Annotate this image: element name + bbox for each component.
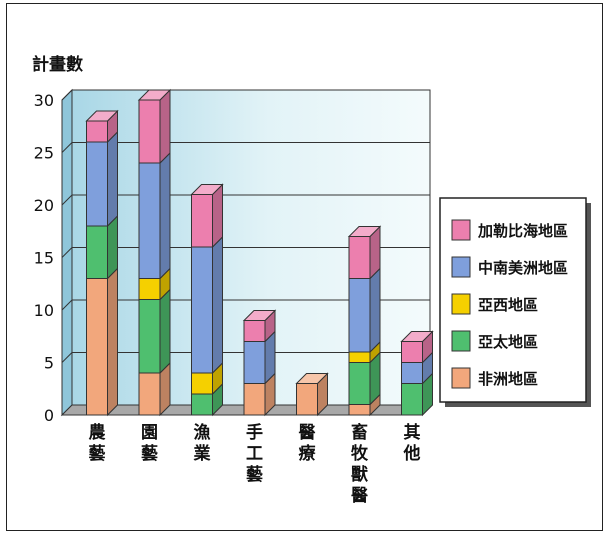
bar-segment bbox=[138, 99, 161, 164]
bar-segment-side bbox=[159, 88, 171, 165]
bar-segment bbox=[296, 383, 318, 416]
bar-segment bbox=[243, 341, 266, 384]
y-axis-label: 計畫數 bbox=[32, 54, 83, 75]
gridline-side bbox=[61, 89, 73, 101]
bar-segment bbox=[348, 404, 371, 416]
legend-swatch bbox=[451, 367, 471, 389]
y-tick-label: 30 bbox=[34, 91, 54, 110]
bar-segment-side bbox=[107, 267, 118, 417]
bar-segment-side bbox=[369, 267, 381, 354]
bar-segment bbox=[348, 236, 371, 279]
legend-swatch bbox=[451, 219, 471, 241]
bar-segment bbox=[191, 393, 213, 416]
x-tick-label: 農藝 bbox=[89, 422, 106, 464]
bar-segment bbox=[86, 225, 108, 279]
bar-segment bbox=[348, 278, 371, 353]
bar-top bbox=[295, 373, 329, 384]
bar-segment bbox=[401, 341, 423, 363]
bar-segment bbox=[138, 299, 161, 374]
legend-label: 加勒比海地區 bbox=[477, 222, 568, 240]
bar-segment bbox=[191, 372, 213, 395]
bar-segment bbox=[401, 383, 423, 416]
x-tick-label: 漁業 bbox=[194, 422, 211, 464]
bar-top bbox=[85, 110, 119, 122]
y-tick-label: 10 bbox=[34, 301, 54, 320]
x-tick-label: 畜牧獸醫 bbox=[351, 422, 369, 506]
legend-swatch bbox=[451, 330, 471, 352]
legend-label: 亞太地區 bbox=[478, 333, 538, 351]
x-tick-label: 其他 bbox=[403, 422, 421, 464]
bar-segment bbox=[138, 278, 161, 300]
bar-segment-side bbox=[107, 130, 118, 228]
x-tick-label: 醫療 bbox=[299, 423, 317, 464]
x-tick-label: 園藝 bbox=[141, 423, 158, 464]
legend-label: 亞西地區 bbox=[478, 296, 538, 314]
legend-label: 非洲地區 bbox=[478, 370, 538, 388]
bar-segment-side bbox=[212, 183, 223, 249]
bar-segment bbox=[401, 362, 423, 384]
legend-label: 中南美洲地區 bbox=[478, 259, 568, 277]
bar-segment bbox=[138, 162, 161, 279]
bar-segment bbox=[243, 383, 266, 416]
y-tick-label: 15 bbox=[34, 249, 54, 268]
legend-swatch bbox=[451, 293, 471, 315]
bar-segment bbox=[191, 194, 213, 248]
bar-segment-side bbox=[107, 214, 118, 280]
bar-segment bbox=[86, 141, 108, 227]
x-tick-label: 手工藝 bbox=[246, 422, 263, 485]
gridline-side bbox=[61, 352, 73, 363]
bar-segment-side bbox=[159, 151, 171, 280]
bar-segment bbox=[243, 320, 266, 342]
bar-top bbox=[242, 310, 277, 321]
gridline-side bbox=[61, 142, 73, 153]
bar-segment bbox=[348, 351, 371, 363]
bar-segment bbox=[86, 120, 108, 143]
bar-top bbox=[137, 89, 172, 101]
bar-segment bbox=[86, 278, 108, 416]
y-tick-label: 5 bbox=[44, 354, 54, 373]
y-tick-label: 25 bbox=[34, 144, 54, 163]
y-tick-label: 20 bbox=[34, 196, 54, 215]
gridline-side bbox=[61, 247, 73, 258]
bar-top bbox=[400, 331, 434, 342]
bar-segment bbox=[138, 372, 161, 416]
bar-segment bbox=[191, 246, 213, 374]
gridline-side bbox=[61, 194, 73, 206]
y-tick-label: 0 bbox=[44, 406, 54, 425]
bar-segment-side bbox=[159, 288, 171, 375]
gridline-side bbox=[61, 299, 73, 311]
bar-top bbox=[190, 184, 224, 195]
bar-top bbox=[347, 226, 382, 237]
legend-swatch bbox=[451, 256, 471, 278]
bar-segment-side bbox=[212, 235, 223, 375]
bar-segment bbox=[348, 362, 371, 405]
